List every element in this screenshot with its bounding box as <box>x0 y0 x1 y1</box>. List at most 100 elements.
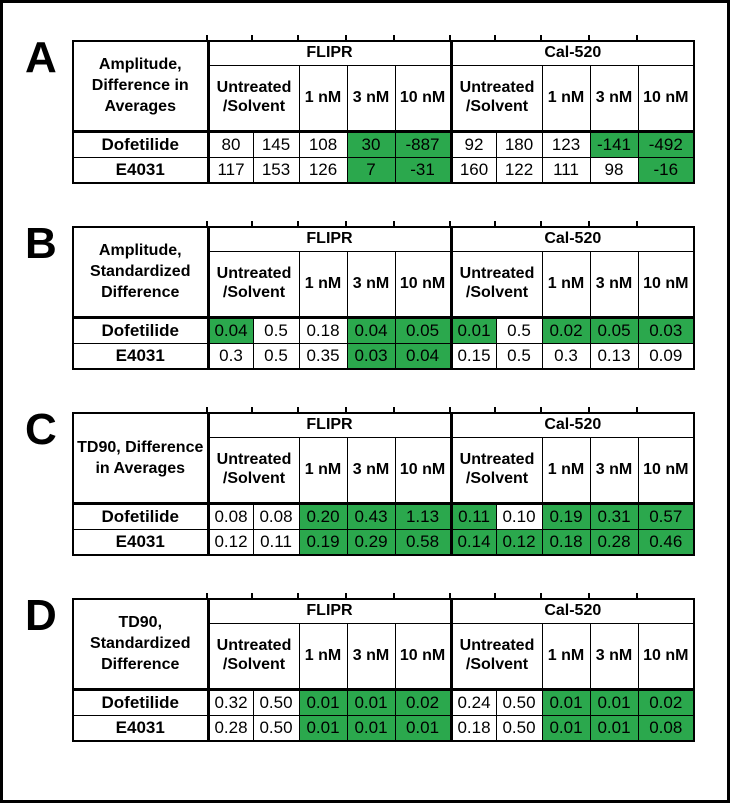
value-cell-highlighted: 0.05 <box>589 315 639 344</box>
value-cell-highlighted: 0.19 <box>541 501 591 530</box>
dose-header: 1 nM <box>541 436 591 504</box>
header-row-conditions: Untreated/Solvent 1 nM 3 nM 10 nM Untreated /… <box>73 622 695 690</box>
value-cell: 0.5 <box>495 342 543 370</box>
compound-data-row: Dofetilide 0.04 0.5 0.18 0.04 0.05 0.01 0.5 0.02… <box>72 315 695 344</box>
table-title-line: Averages <box>104 98 176 116</box>
value-cell: 153 <box>252 156 300 184</box>
grid-tick <box>636 35 638 40</box>
panel-letter: D <box>25 591 57 640</box>
untreated-solvent-header: Untreated/Solvent <box>449 436 543 504</box>
value-cell: 0.12 <box>207 528 254 556</box>
untreated-solvent-line: Untreated <box>459 264 535 282</box>
figure-panel: D TD90, Standardized Difference FLIPR Cal-520… <box>25 593 696 742</box>
flipr-group-header: FLIPR <box>207 226 452 252</box>
value-cell-highlighted: 0.08 <box>637 714 695 742</box>
grid-tick <box>206 221 208 226</box>
compound-row-label: E4031 <box>72 714 210 742</box>
table-body: TD90, Standardized Difference FLIPR Cal-520 U… <box>72 598 695 742</box>
dose-header: 10 nM <box>637 250 695 318</box>
untreated-solvent-line: Untreated <box>216 78 292 96</box>
table-title-cell: TD90, Standardized Difference <box>72 598 210 690</box>
table-body: TD90, Difference in Averages FLIPR Cal-520 U… <box>72 412 695 556</box>
data-table: Amplitude, Standardized Difference FLIPR Cal… <box>72 226 696 370</box>
dose-header: 10 nM <box>394 64 452 132</box>
untreated-solvent-line: /Solvent <box>222 283 286 301</box>
value-cell-highlighted: -16 <box>637 156 695 184</box>
header-row-groups: TD90, Difference in Averages FLIPR Cal-520 <box>72 412 695 504</box>
untreated-solvent-header: Untreated/Solvent <box>449 622 543 690</box>
value-cell: 0.18 <box>298 315 348 344</box>
grid-tick <box>588 593 590 598</box>
untreated-solvent-header: Untreated/Solvent <box>449 64 543 132</box>
cal520-group-header: Cal-520 <box>449 40 695 66</box>
compound-row-label: Dofetilide <box>72 687 210 716</box>
value-cell-highlighted: 0.01 <box>589 687 639 716</box>
value-cell-highlighted: 0.18 <box>541 528 591 556</box>
value-cell: 0.35 <box>298 342 348 370</box>
table-title-line: Amplitude, <box>98 56 182 74</box>
grid-tick <box>449 221 451 226</box>
grid-tick <box>297 221 299 226</box>
untreated-solvent-line: Untreated <box>216 636 292 654</box>
flipr-group-header: FLIPR <box>207 598 452 624</box>
grid-tick <box>449 593 451 598</box>
compound-data-row: E4031 117 153 126 7 -31 160 122 111 98 -16 <box>72 156 695 184</box>
grid-tick <box>206 35 208 40</box>
value-cell: 0.10 <box>495 501 543 530</box>
untreated-solvent-line: /Solvent <box>465 469 529 487</box>
compound-row-label: Dofetilide <box>72 129 210 158</box>
value-cell-highlighted: 0.04 <box>207 315 254 344</box>
compound-row-label: Dofetilide <box>72 315 210 344</box>
grid-tick <box>297 593 299 598</box>
value-cell-highlighted: 0.02 <box>541 315 591 344</box>
value-cell-highlighted: -492 <box>637 129 695 158</box>
untreated-solvent-line: /Solvent <box>222 655 286 673</box>
dose-header: 1 nM <box>541 250 591 318</box>
value-cell: 0.50 <box>495 714 543 742</box>
table-title-line: Standardized <box>90 263 191 281</box>
dose-header: 3 nM <box>346 64 396 132</box>
untreated-solvent-header: Untreated/Solvent <box>207 64 300 132</box>
value-cell: 80 <box>207 129 254 158</box>
compound-data-row: Dofetilide 0.08 0.08 0.20 0.43 1.13 0.11 0.10 0.… <box>72 501 695 530</box>
compound-row-label: E4031 <box>72 528 210 556</box>
compound-row-label: E4031 <box>72 156 210 184</box>
value-cell: 0.3 <box>541 342 591 370</box>
cal520-group-header: Cal-520 <box>449 226 695 252</box>
dose-header: 3 nM <box>589 622 639 690</box>
value-cell-highlighted: 0.04 <box>394 342 452 370</box>
dose-header: 1 nM <box>298 250 348 318</box>
value-cell-highlighted: 1.13 <box>394 501 452 530</box>
untreated-solvent-header: Untreated/Solvent <box>207 436 300 504</box>
panel-letter: C <box>25 405 57 454</box>
value-cell-highlighted: 0.04 <box>346 315 396 344</box>
figure-panel: A Amplitude, Difference in Averages FLIPR Cal… <box>25 35 696 184</box>
cal520-group-header: Cal-520 <box>449 598 695 624</box>
table-body: Amplitude, Difference in Averages FLIPR Cal-… <box>72 40 695 184</box>
value-cell: 0.32 <box>207 687 254 716</box>
table-title-cell: Amplitude, Difference in Averages <box>72 40 210 132</box>
value-cell: 0.11 <box>252 528 300 556</box>
value-cell: 160 <box>449 156 497 184</box>
table-title-line: Difference in <box>91 77 189 95</box>
value-cell-highlighted: 0.01 <box>541 687 591 716</box>
value-cell-highlighted: 0.02 <box>394 687 452 716</box>
dose-header: 1 nM <box>298 436 348 504</box>
value-cell-highlighted: 0.01 <box>346 687 396 716</box>
value-cell-highlighted: 0.03 <box>346 342 396 370</box>
value-cell: 0.50 <box>252 714 300 742</box>
value-cell-highlighted: 0.14 <box>449 528 497 556</box>
grid-tick <box>393 407 395 412</box>
dose-header: 10 nM <box>637 436 695 504</box>
value-cell: 117 <box>207 156 254 184</box>
figure-panel: C TD90, Difference in Averages FLIPR Cal-520… <box>25 407 696 556</box>
dose-header: 1 nM <box>541 64 591 132</box>
grid-tick <box>345 35 347 40</box>
dose-header: 3 nM <box>589 436 639 504</box>
grid-tick <box>588 221 590 226</box>
grid-tick <box>494 593 496 598</box>
data-table: Amplitude, Difference in Averages FLIPR Cal-… <box>72 40 696 184</box>
untreated-solvent-line: /Solvent <box>465 655 529 673</box>
grid-tick <box>494 221 496 226</box>
table-title-line: Difference <box>101 284 180 302</box>
